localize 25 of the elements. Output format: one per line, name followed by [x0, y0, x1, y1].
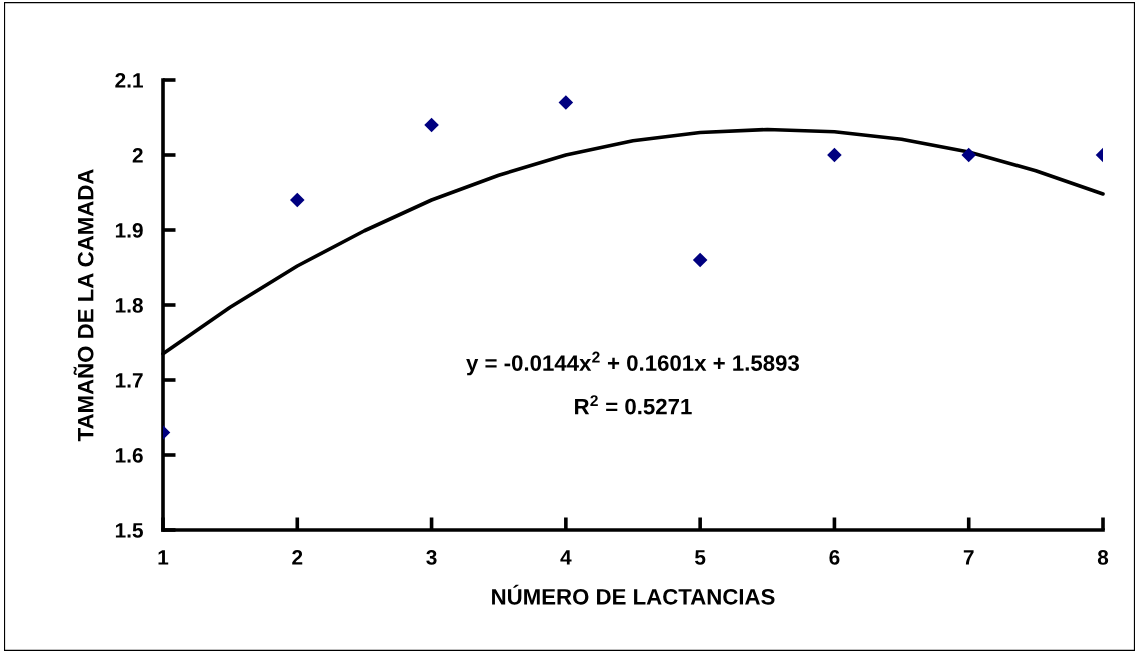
x-tick-label: 8 [1097, 549, 1109, 565]
x-tick-label: 7 [963, 550, 974, 565]
annotation: R$^{2}$ = 0.5271 [575, 395, 692, 415]
point [558, 95, 574, 110]
x-tick-label: 4 [560, 550, 572, 565]
y-tick-label: 2.1 [115, 73, 143, 88]
x-axis-title: NÚMERO DE LACTANCIAS [492, 584, 775, 605]
x-tick-label: 3 [426, 549, 437, 565]
y-tick-label: 1.8 [115, 298, 143, 313]
y-tick-label: 2 [132, 148, 143, 163]
x-tick-label: 1 [158, 550, 169, 565]
y-tick-label: 1.7 [115, 373, 143, 388]
y-tick-label: 1.9 [115, 223, 143, 238]
point [424, 117, 439, 133]
x-tick-label: 5 [694, 550, 706, 565]
y-axis-title: TAMAÑO DE LA CAMADA [73, 169, 94, 442]
point [961, 147, 976, 163]
point [692, 252, 708, 268]
x-tick-label: 2 [292, 549, 303, 565]
point [290, 192, 305, 208]
x-tick-label: 6 [829, 549, 840, 565]
y-tick-label: 1.5 [115, 523, 143, 538]
y-tick-label: 1.6 [115, 448, 143, 463]
annotation: y = -0.0144x$^{2}$ + 0.1601x + 1.5893 [466, 351, 799, 376]
point [827, 147, 842, 163]
